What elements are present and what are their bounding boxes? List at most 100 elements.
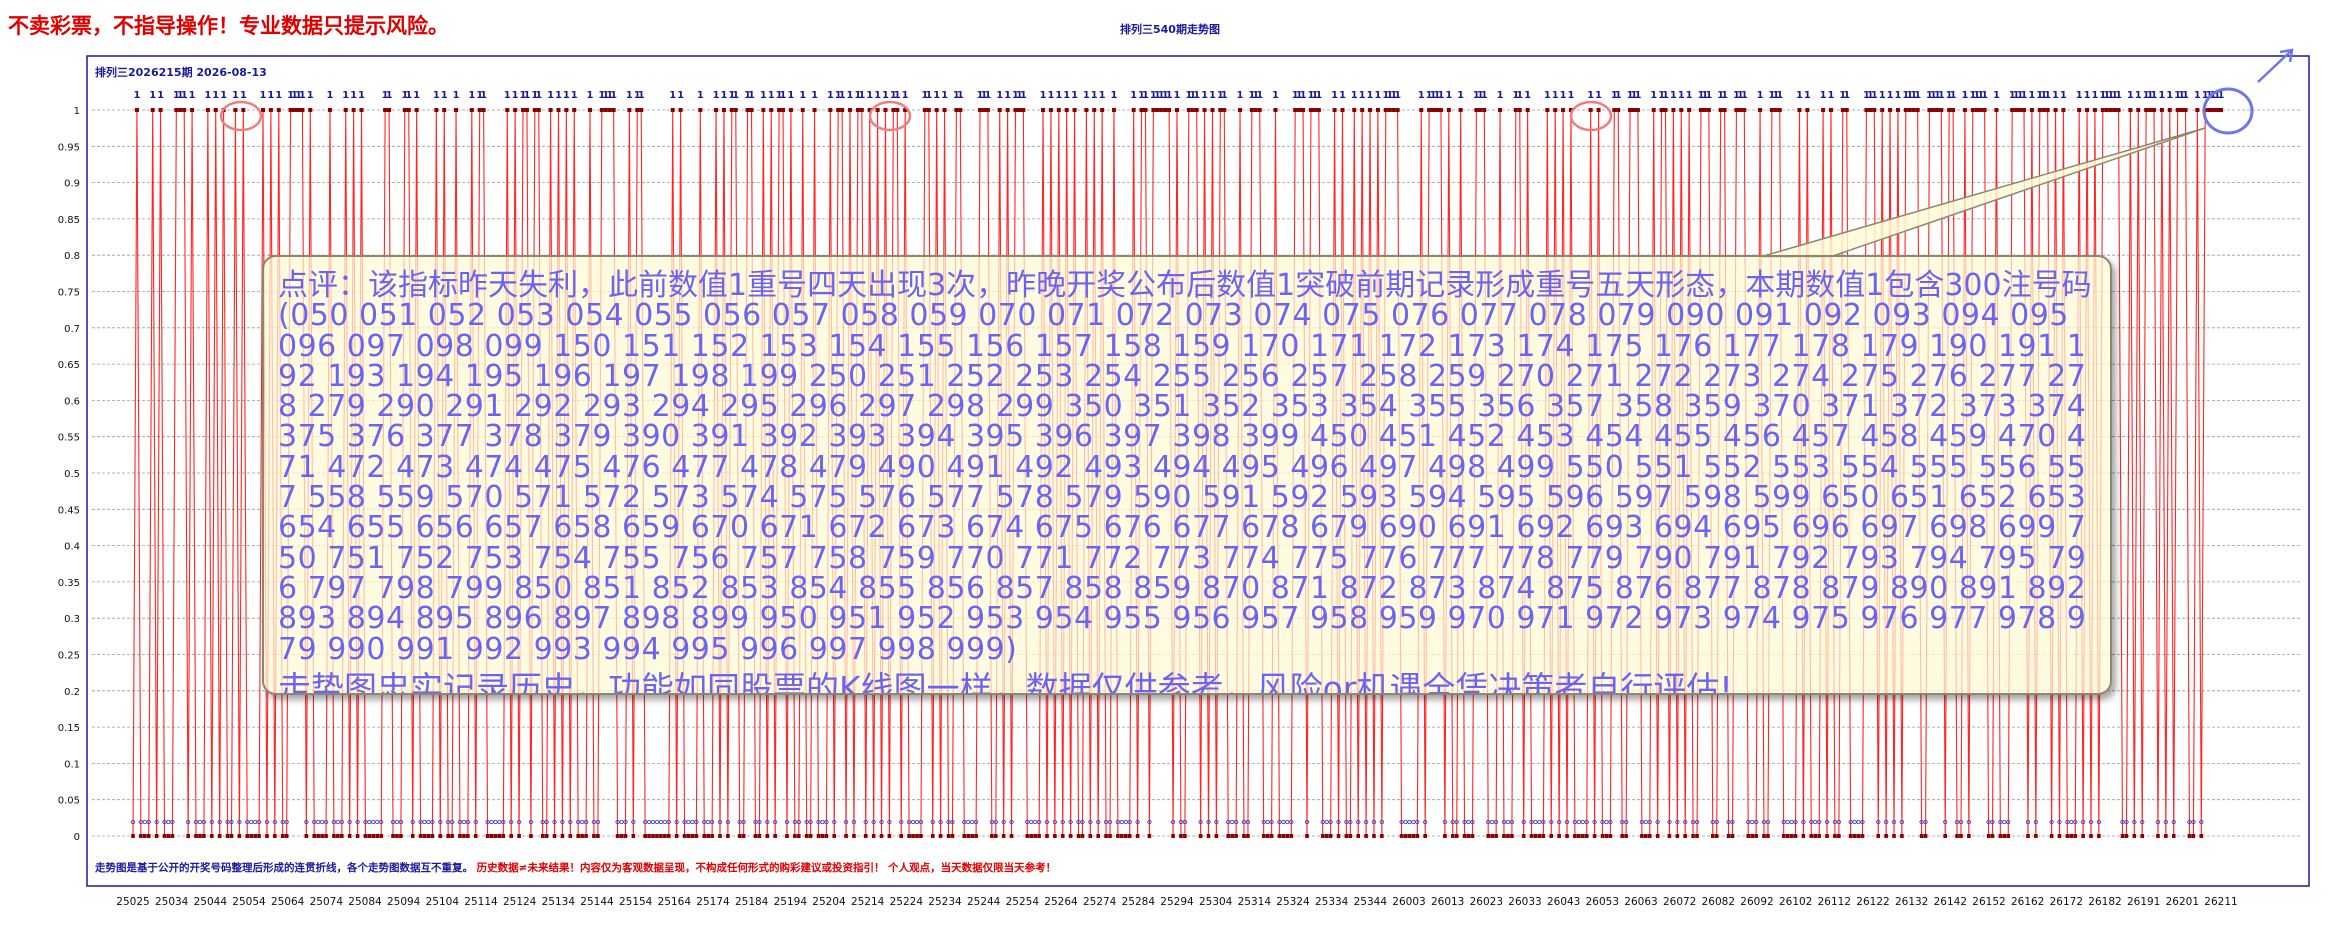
point-marker xyxy=(1218,108,1223,112)
point-marker xyxy=(406,108,411,112)
x-tick-label: 25134 xyxy=(542,896,576,908)
point-marker xyxy=(990,834,994,838)
point-marker xyxy=(1967,834,1971,838)
point-marker xyxy=(1817,834,1821,838)
point-marker xyxy=(2097,834,2101,838)
data-label xyxy=(623,819,628,825)
data-label xyxy=(1694,819,1700,825)
data-label xyxy=(918,819,924,825)
data-label: 1 xyxy=(1256,90,1263,101)
point-marker xyxy=(993,834,998,838)
data-label xyxy=(1029,819,1034,825)
data-label: 1 xyxy=(1138,90,1145,101)
x-tick-label: 26152 xyxy=(1972,896,2005,908)
data-label xyxy=(1265,819,1270,825)
data-label xyxy=(367,819,372,825)
point-marker xyxy=(1025,834,1030,838)
point-marker xyxy=(1691,834,1695,838)
point-marker xyxy=(1939,108,1944,112)
data-label: 1 xyxy=(854,90,861,101)
point-marker xyxy=(1553,108,1558,112)
point-marker xyxy=(1801,834,1806,838)
point-marker xyxy=(1557,834,1561,838)
data-label xyxy=(1170,819,1176,825)
point-marker xyxy=(919,834,923,838)
x-tick-label: 25304 xyxy=(1199,896,1233,908)
data-label xyxy=(2073,819,2078,825)
data-label: 1 xyxy=(504,90,511,101)
point-marker xyxy=(1671,108,1676,112)
point-marker xyxy=(190,108,195,112)
point-marker xyxy=(958,108,963,112)
x-tick-label: 25264 xyxy=(1044,896,1078,908)
data-label xyxy=(1647,819,1652,825)
x-tick-label: 25214 xyxy=(851,896,885,908)
data-label xyxy=(170,819,175,825)
point-marker xyxy=(1348,834,1353,838)
point-marker xyxy=(1076,834,1081,838)
comment-footer: 走势图忠实记录历史，功能如同股票的K线图一样，数据仅供参考，风险or机遇全凭决策… xyxy=(278,668,1733,695)
data-label: 1 xyxy=(1307,90,1314,101)
data-label xyxy=(1584,819,1589,825)
data-label xyxy=(280,819,285,825)
data-label: 1 xyxy=(882,90,889,101)
data-label xyxy=(1726,819,1731,825)
point-marker xyxy=(1423,834,1427,838)
data-label: 1 xyxy=(720,90,727,101)
data-label: 1 xyxy=(382,90,389,101)
point-marker xyxy=(1978,108,1983,112)
data-label xyxy=(706,819,711,825)
point-marker xyxy=(422,834,427,838)
point-marker xyxy=(1663,108,1668,112)
point-marker xyxy=(2041,108,2046,112)
data-label xyxy=(643,819,648,825)
point-marker xyxy=(1880,108,1885,112)
data-label xyxy=(1529,819,1534,825)
point-marker xyxy=(926,108,931,112)
data-label: 1 xyxy=(606,90,613,101)
data-label xyxy=(1750,819,1755,825)
data-label xyxy=(272,819,277,825)
data-label: 1 xyxy=(1552,90,1559,101)
data-label: 1 xyxy=(1910,90,1917,101)
data-label: 1 xyxy=(326,90,333,101)
point-marker xyxy=(1962,108,1967,112)
data-label: 1 xyxy=(847,90,854,101)
point-marker xyxy=(1506,834,1510,838)
data-label: 1 xyxy=(1174,90,1181,101)
data-label xyxy=(914,819,920,825)
data-label: 1 xyxy=(1099,90,1106,101)
y-tick-label: 0.95 xyxy=(58,142,80,153)
pointer-arrow xyxy=(2257,49,2293,83)
point-marker xyxy=(1375,108,1380,112)
data-label: 1 xyxy=(1437,90,1444,101)
data-label: 1 xyxy=(1977,90,1984,101)
data-label xyxy=(753,819,758,825)
data-label xyxy=(398,819,404,825)
data-label: 1 xyxy=(602,90,609,101)
point-marker xyxy=(1446,108,1451,112)
x-tick-label: 25194 xyxy=(774,896,808,908)
data-label xyxy=(1371,819,1377,825)
point-marker xyxy=(1041,108,1046,112)
data-label: 1 xyxy=(1524,90,1531,101)
point-marker xyxy=(1565,834,1569,838)
data-label: 1 xyxy=(342,90,349,101)
data-label: 1 xyxy=(275,90,282,101)
data-label: 1 xyxy=(1473,90,1480,101)
point-marker xyxy=(1990,834,1995,838)
point-marker xyxy=(808,834,813,838)
point-marker xyxy=(213,108,218,112)
x-tick-label: 25204 xyxy=(812,896,846,908)
data-label: 1 xyxy=(1300,90,1307,101)
point-marker xyxy=(828,108,833,112)
data-label xyxy=(1592,819,1597,825)
data-label xyxy=(1486,819,1491,825)
data-label: 1 xyxy=(839,90,846,101)
point-marker xyxy=(796,834,801,838)
point-marker xyxy=(143,834,147,838)
data-label: 1 xyxy=(1430,90,1437,101)
point-marker xyxy=(1364,834,1368,838)
data-label: 1 xyxy=(1658,90,1665,101)
